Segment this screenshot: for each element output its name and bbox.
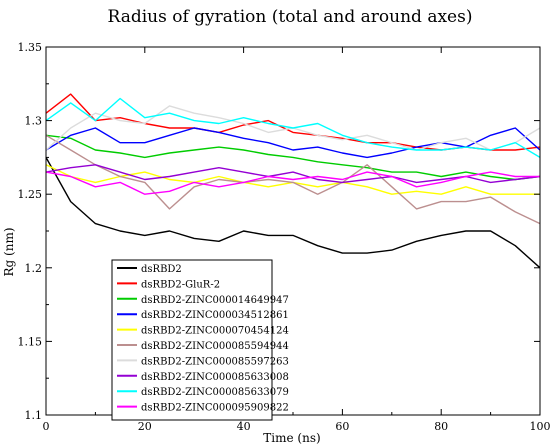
y-tick-label: 1.15	[18, 335, 43, 348]
legend-label-8: dsRBD2-ZINC000085633008	[141, 372, 289, 383]
legend-label-10: dsRBD2-ZINC000095909822	[141, 403, 289, 414]
legend-label-4: dsRBD2-ZINC000034512861	[141, 310, 289, 321]
legend-label-5: dsRBD2-ZINC000070454124	[141, 326, 289, 337]
series-line-2	[45, 93, 541, 151]
series-line-8	[45, 164, 541, 184]
series-line-3	[45, 134, 541, 181]
y-tick-label: 1.1	[25, 409, 43, 422]
x-tick-label: 80	[434, 420, 448, 433]
legend-label-7: dsRBD2-ZINC000085597263	[141, 356, 289, 367]
legend-label-2: dsRBD2-GluR-2	[141, 279, 220, 290]
x-tick-label: 40	[237, 420, 251, 433]
legend: dsRBD2 dsRBD2-GluR-2 dsRBD2-ZINC0000146499…	[111, 259, 289, 421]
series-line-6	[45, 134, 541, 225]
series-line-1	[45, 157, 541, 269]
x-tick-label: 100	[530, 420, 550, 433]
legend-label-9: dsRBD2-ZINC000085633079	[141, 387, 289, 398]
chart-title: Radius of gyration (total and around axe…	[108, 7, 473, 27]
legend-label-6: dsRBD2-ZINC000085594944	[141, 341, 289, 352]
series-line-10	[45, 171, 540, 195]
series-line-4	[45, 127, 541, 159]
y-tick-label: 1.35	[18, 41, 43, 54]
x-tick-label: 20	[138, 420, 152, 433]
legend-box	[111, 259, 273, 421]
y-axis-label: Rg (nm)	[2, 227, 16, 276]
y-tick-label: 1.3	[25, 115, 43, 128]
x-tick-label: 60	[335, 420, 349, 433]
x-tick-label: 0	[43, 420, 50, 433]
legend-label-1: dsRBD2	[141, 264, 182, 275]
x-axis-label: Time (ns)	[263, 431, 320, 445]
y-tick-label: 1.25	[18, 188, 43, 201]
legend-label-3: dsRBD2-ZINC000014649947	[141, 295, 289, 306]
series-line-9	[45, 97, 541, 159]
plot-area: 0 20 40 60 80 100 1.1 1.15 1.2 1.25 1.3 1.35	[18, 41, 550, 433]
y-tick-label: 1.2	[25, 262, 43, 275]
